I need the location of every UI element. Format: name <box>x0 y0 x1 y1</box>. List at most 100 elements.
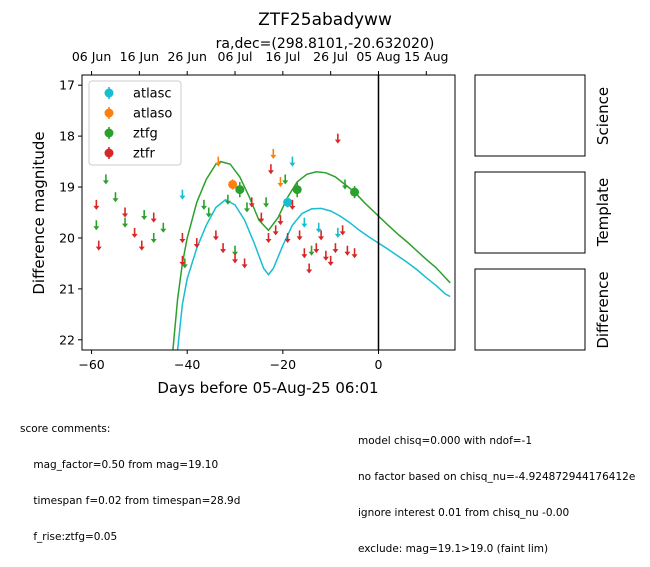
y-tick-label: 19 <box>59 180 75 195</box>
science-panel <box>474 74 586 157</box>
upper-limit-marker <box>265 232 272 243</box>
model-comments: model chisq=0.000 with ndof=-1 no factor… <box>358 411 650 567</box>
y-tick-label: 17 <box>59 78 75 93</box>
upper-limit-marker <box>282 174 289 185</box>
upper-limit-marker <box>205 207 212 218</box>
legend-item: ztfr <box>104 147 155 162</box>
model-comment-line: exclude: mag=19.1>19.0 (faint lim) <box>358 543 549 555</box>
upper-limit-marker <box>224 194 231 205</box>
upper-limit-marker <box>179 232 186 243</box>
upper-limit-marker <box>315 222 322 233</box>
template-panel <box>474 171 586 254</box>
upper-limit-marker <box>122 207 129 218</box>
chart-title: ZTF25abadyww <box>258 10 392 30</box>
detection-marker <box>228 179 238 190</box>
upper-limit-marker <box>243 202 250 213</box>
legend-label: atlasc <box>133 87 172 102</box>
upper-limit-marker <box>93 220 100 231</box>
score-comment-line: score comments: <box>20 423 111 435</box>
score-comment-line: mag_factor=0.50 from mag=19.10 <box>20 459 219 471</box>
upper-limit-marker <box>93 199 100 210</box>
x-tick-label: −60 <box>78 357 104 372</box>
upper-limit-marker <box>351 248 358 259</box>
upper-limit-marker <box>220 243 227 254</box>
score-comment-line: f_rise:ztfg=0.05 <box>20 531 118 543</box>
model-comment-line: model chisq=0.000 with ndof=-1 <box>358 435 533 447</box>
y-tick-label: 21 <box>59 281 75 296</box>
legend-item: atlasc <box>104 87 172 102</box>
upper-limit-marker <box>277 215 284 226</box>
difference-panel-label: Difference <box>594 271 612 348</box>
upper-limit-marker <box>301 248 308 259</box>
y-axis-label: Difference magnitude <box>30 131 48 294</box>
legend-label: atlaso <box>133 107 172 122</box>
y-tick-label: 20 <box>59 230 75 245</box>
top-tick-label: 16 Jul <box>265 49 300 64</box>
score-comments: score comments: mag_factor=0.50 from mag… <box>20 399 240 555</box>
legend-marker <box>104 108 114 118</box>
upper-limit-marker <box>339 225 346 236</box>
upper-limit-marker <box>267 164 274 175</box>
upper-limit-marker <box>122 217 129 228</box>
detection-marker <box>283 197 293 208</box>
model-curves <box>172 160 451 350</box>
detection-marker <box>350 186 360 199</box>
upper-limit-marker <box>179 255 186 266</box>
template-panel-label: Template <box>594 178 612 247</box>
upper-limit-marker <box>344 245 351 256</box>
light-curve-chart: ZTF25abadyww ra,dec=(298.8101,-20.632020… <box>30 10 612 397</box>
top-tick-label: 26 Jul <box>313 49 348 64</box>
top-tick-label: 06 Jun <box>72 49 111 64</box>
model-comment-line: ignore interest 0.01 from chisq_nu -0.00 <box>358 507 570 519</box>
top-tick-label: 05 Aug <box>356 49 400 64</box>
upper-limit-marker <box>131 227 138 238</box>
upper-limit-marker <box>272 225 279 236</box>
x-tick-label: −40 <box>174 357 200 372</box>
upper-limit-marker <box>263 197 270 208</box>
model-curve <box>172 160 451 350</box>
science-panel-label: Science <box>594 87 612 145</box>
upper-limit-marker <box>102 174 109 185</box>
legend-marker <box>104 88 114 98</box>
upper-limit-marker <box>150 212 157 223</box>
model-comment-line: no factor based on chisq_nu=-4.924872944… <box>358 471 636 483</box>
upper-limit-marker <box>160 222 167 233</box>
difference-panel <box>474 268 586 351</box>
x-tick-label: −20 <box>270 357 296 372</box>
upper-limit-marker <box>313 243 320 254</box>
upper-limit-marker <box>334 133 341 144</box>
legend-marker <box>104 148 114 158</box>
upper-limit-marker <box>289 156 296 167</box>
data-markers <box>93 133 360 274</box>
upper-limit-marker <box>322 250 329 261</box>
x-tick-label: 0 <box>375 357 383 372</box>
upper-limit-marker <box>112 192 119 203</box>
upper-limit-marker <box>200 199 207 210</box>
upper-limit-marker <box>318 230 325 241</box>
upper-limit-marker <box>215 156 222 167</box>
y-axis-ticks: 17 18 19 20 21 22 <box>59 78 82 347</box>
upper-limit-marker <box>277 176 284 187</box>
detection-marker <box>292 181 302 198</box>
upper-limit-marker <box>327 255 334 266</box>
upper-limit-marker <box>284 232 291 243</box>
upper-limit-marker <box>289 199 296 210</box>
legend-item: atlaso <box>104 107 172 122</box>
upper-limit-marker <box>258 212 265 223</box>
upper-limit-marker <box>248 197 255 208</box>
upper-limit-marker <box>296 230 303 241</box>
upper-limit-marker <box>306 263 313 274</box>
score-comment-line: timespan f=0.02 from timespan=28.9d <box>20 495 241 507</box>
upper-limit-marker <box>138 240 145 251</box>
upper-limit-marker <box>342 179 349 190</box>
legend-marker <box>104 128 114 138</box>
y-tick-label: 22 <box>59 332 75 347</box>
upper-limit-marker <box>141 210 148 221</box>
upper-limit-marker <box>308 245 315 256</box>
top-tick-label: 16 Jun <box>120 49 159 64</box>
upper-limit-marker <box>301 217 308 228</box>
x-axis-ticks: −60 −40 −20 0 <box>78 350 383 372</box>
legend-box <box>88 80 182 166</box>
model-curve <box>176 198 451 350</box>
upper-limit-marker <box>150 232 157 243</box>
